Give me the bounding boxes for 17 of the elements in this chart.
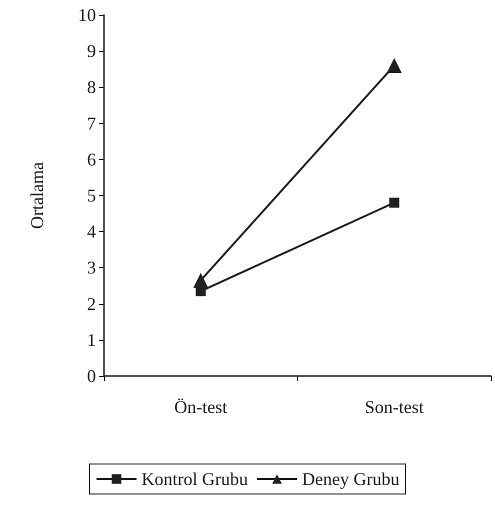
- y-tick-label: 2: [87, 294, 96, 314]
- y-tick-label: 1: [87, 330, 96, 350]
- x-tick-label: Ön-test: [174, 397, 228, 417]
- y-tick-label: 8: [87, 77, 96, 98]
- y-tick-label: 4: [87, 222, 96, 242]
- y-tick-label: 7: [87, 113, 96, 134]
- legend-label: Kontrol Grubu: [142, 469, 248, 489]
- y-tick-label: 5: [87, 186, 96, 206]
- y-tick-label: 6: [87, 149, 96, 170]
- y-tick-label: 3: [87, 258, 96, 278]
- y-tick-label: 9: [87, 41, 96, 62]
- y-axis-title: Ortalama: [27, 162, 47, 229]
- y-tick-label: 0: [87, 366, 96, 386]
- x-tick-label: Son-test: [364, 397, 424, 417]
- point: [389, 198, 400, 208]
- y-tick-label: 10: [78, 5, 96, 25]
- legend-label: Deney Grubu: [302, 469, 400, 489]
